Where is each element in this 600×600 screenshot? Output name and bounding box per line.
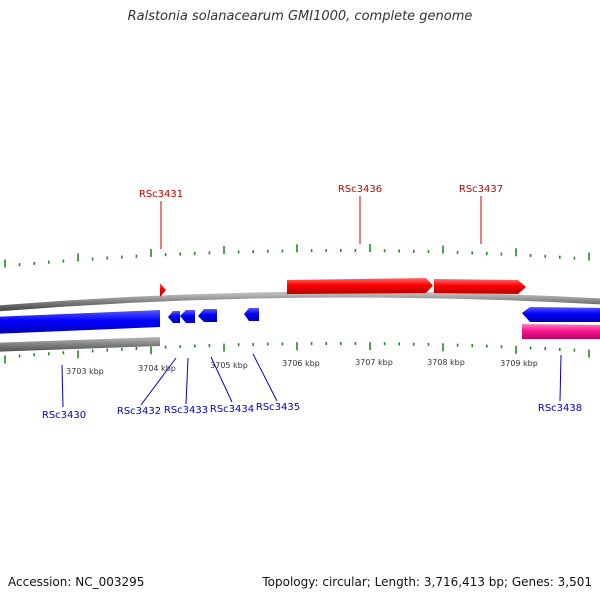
label-RSc3438: RSc3438 <box>538 403 582 414</box>
label-RSc3437: RSc3437 <box>459 184 503 195</box>
axis-label: 3708 kbp <box>427 358 465 367</box>
map-title: Ralstonia solanacearum GMI1000, complete… <box>127 9 473 24</box>
axis-label: 3703 kbp <box>66 367 104 376</box>
rna-track <box>522 324 600 339</box>
axis-label: 3707 kbp <box>355 358 393 367</box>
gene-RSc3431[interactable] <box>160 283 166 297</box>
accession-text: Accession: NC_003295 <box>8 575 145 589</box>
axis-label: 3704 kbp <box>138 364 176 373</box>
gene-RSc3438[interactable] <box>522 307 600 322</box>
lower-tick-marks <box>4 342 590 364</box>
genome-summary-text: Topology: circular; Length: 3,716,413 bp… <box>262 575 592 589</box>
label-RSc3436: RSc3436 <box>338 184 382 195</box>
label-RSc3434: RSc3434 <box>210 404 254 415</box>
label-RSc3432: RSc3432 <box>117 406 161 417</box>
gene-track-segment <box>0 337 160 352</box>
label-leaders <box>61 196 562 408</box>
axis-label: 3709 kbp <box>500 359 538 368</box>
label-RSc3433: RSc3433 <box>164 405 208 416</box>
gene-RSc3432[interactable] <box>168 311 180 323</box>
gene-RSc3434[interactable] <box>198 309 217 322</box>
label-RSc3431: RSc3431 <box>139 189 183 200</box>
axis-labels: 3703 kbp 3704 kbp 3705 kbp 3706 kbp 3707… <box>66 358 538 376</box>
label-RSc3430: RSc3430 <box>42 410 86 421</box>
axis-label: 3705 kbp <box>210 361 248 370</box>
gene-RSc3433[interactable] <box>180 310 195 323</box>
gene-RSc3436[interactable] <box>287 278 433 294</box>
genome-backbone <box>0 291 600 312</box>
gene-RSc3435[interactable] <box>244 308 259 321</box>
gene-labels: RSc3431 RSc3436 RSc3437 RSc3430 RSc3432 … <box>42 184 582 421</box>
gene-RSc3437[interactable] <box>434 279 526 294</box>
gene-RSc3430[interactable] <box>0 310 160 334</box>
label-RSc3435: RSc3435 <box>256 402 300 413</box>
axis-label: 3706 kbp <box>282 359 320 368</box>
upper-tick-marks <box>4 244 590 268</box>
